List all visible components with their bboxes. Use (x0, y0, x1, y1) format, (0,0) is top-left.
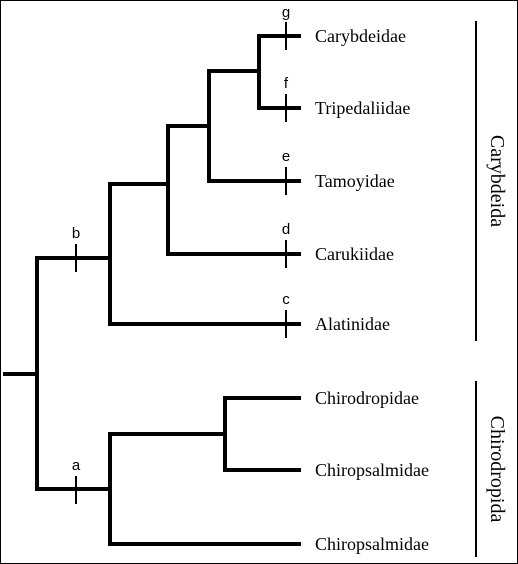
taxon-tamoyidae: Tamoyidae (315, 171, 395, 191)
taxon-carybdeidae: Carybdeidae (315, 26, 406, 46)
taxon-alatinidae: Alatinidae (315, 314, 390, 334)
taxon-chirodropidae: Chirodropidae (315, 388, 419, 408)
marker-f: f (284, 75, 289, 92)
taxon-carukiidae: Carukiidae (315, 244, 394, 264)
marker-e: e (282, 148, 290, 165)
group-brackets: Carybdeida Chirodropida (475, 21, 508, 557)
marker-labels: a b c d e f g (72, 4, 290, 474)
taxon-chiropsalmidae-2: Chiropsalmidae (315, 534, 429, 554)
group-label-chirodropida: Chirodropida (486, 416, 508, 523)
root-branch (3, 256, 39, 491)
taxon-tripedaliidae: Tripedaliidae (315, 98, 410, 118)
taxon-labels: Carybdeidae Tripedaliidae Tamoyidae Caru… (315, 26, 429, 554)
marker-a: a (72, 457, 81, 474)
chirodropida-clade-branches (35, 396, 301, 546)
character-ticks (75, 22, 287, 504)
marker-d: d (282, 221, 290, 238)
taxon-chiropsalmidae-1: Chiropsalmidae (315, 460, 429, 480)
marker-b: b (72, 225, 80, 242)
marker-g: g (282, 4, 290, 21)
group-label-carybdeida: Carybdeida (486, 135, 508, 227)
carybdeida-clade-branches (35, 34, 301, 326)
marker-c: c (282, 291, 290, 308)
